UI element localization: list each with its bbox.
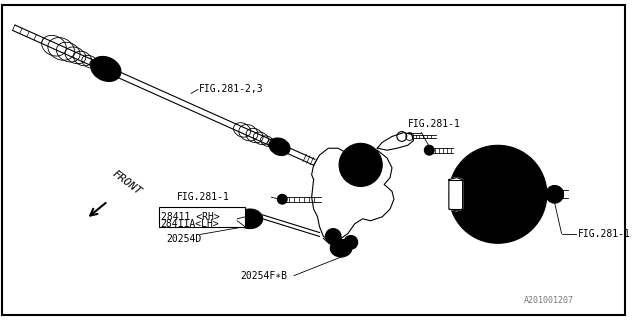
Ellipse shape (330, 239, 352, 257)
Text: 20254F∗B: 20254F∗B (240, 271, 287, 281)
Text: FIG.281-1: FIG.281-1 (408, 119, 461, 129)
Circle shape (467, 198, 477, 208)
Circle shape (339, 143, 382, 187)
Circle shape (519, 198, 529, 208)
Text: FIG.281-1: FIG.281-1 (578, 228, 631, 238)
Text: FRONT: FRONT (111, 169, 144, 197)
Polygon shape (378, 132, 413, 150)
Ellipse shape (91, 56, 121, 82)
Circle shape (509, 167, 519, 177)
Text: 28411A<LH>: 28411A<LH> (161, 219, 220, 229)
Text: FIG.281-2,3: FIG.281-2,3 (199, 84, 264, 94)
Circle shape (449, 145, 547, 243)
Bar (159, 207, 245, 227)
Polygon shape (312, 148, 394, 240)
Polygon shape (449, 178, 463, 211)
Circle shape (546, 186, 564, 203)
Circle shape (277, 194, 287, 204)
Text: FIG.281-1: FIG.281-1 (177, 192, 229, 202)
Circle shape (493, 217, 503, 227)
Text: 28411 <RH>: 28411 <RH> (161, 212, 220, 222)
Text: A201001207: A201001207 (524, 296, 574, 305)
Circle shape (424, 145, 434, 155)
Circle shape (477, 167, 486, 177)
Ellipse shape (269, 138, 290, 156)
Ellipse shape (237, 209, 262, 228)
Text: 20254D: 20254D (166, 235, 202, 244)
Circle shape (325, 228, 341, 244)
Circle shape (344, 236, 358, 249)
